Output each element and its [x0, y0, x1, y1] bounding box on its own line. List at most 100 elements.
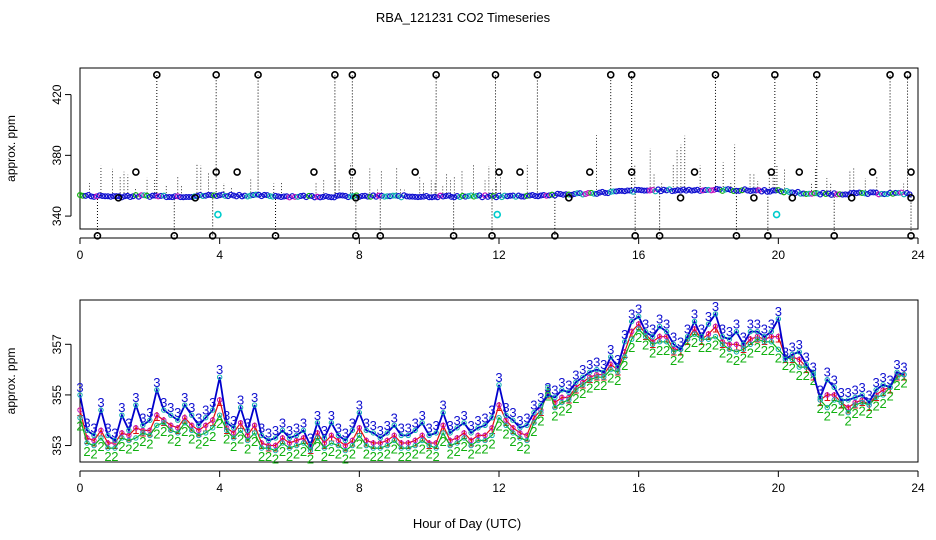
mid-outlier-point	[310, 168, 318, 176]
series-marker-3: 3	[76, 380, 83, 395]
baseline-point	[138, 192, 145, 199]
series-point-3	[133, 402, 139, 408]
series-marker-3: 3	[838, 385, 845, 400]
series-marker-2: 2	[384, 447, 391, 462]
baseline-point	[333, 192, 340, 199]
baseline-point	[638, 187, 645, 194]
mid-outlier-point	[495, 168, 503, 176]
series-marker-2: 2	[810, 373, 817, 388]
baseline-point	[490, 192, 497, 199]
series-marker-3: 3	[586, 357, 593, 372]
series-point-2	[168, 427, 174, 434]
series-point-2	[203, 430, 209, 436]
series-marker-1: 1	[803, 361, 810, 376]
series-point-3	[712, 311, 719, 317]
series-marker-1: 1	[76, 404, 83, 419]
baseline-point	[515, 192, 522, 199]
series-marker-1: 1	[398, 437, 405, 452]
baseline-point	[867, 189, 874, 196]
series-marker-2: 2	[495, 419, 502, 434]
baseline-point	[540, 192, 547, 199]
x-tick-label: 20	[772, 248, 786, 262]
series-point-3	[817, 394, 823, 401]
series-marker-2: 2	[125, 441, 132, 456]
series-marker-3: 3	[865, 388, 872, 403]
baseline-point	[512, 193, 519, 200]
series-point-2	[223, 427, 230, 434]
low-outlier-point	[655, 232, 664, 240]
high-outlier-point	[254, 71, 262, 79]
series-point-3	[873, 387, 879, 393]
series-marker-3: 3	[761, 322, 768, 337]
baseline-point	[442, 193, 449, 200]
series-marker-1: 1	[272, 440, 279, 455]
series-point-3	[698, 334, 705, 340]
series-marker-3: 3	[223, 408, 230, 423]
mid-outlier-point	[750, 194, 758, 202]
series-point-3	[126, 427, 132, 434]
baseline-point	[632, 186, 639, 193]
series-marker-2: 2	[216, 416, 223, 431]
series-marker-2: 2	[76, 419, 83, 434]
baseline-point	[93, 193, 100, 200]
series-marker-1: 1	[279, 432, 286, 447]
series-point-3	[580, 374, 586, 380]
series-point-3	[852, 394, 858, 401]
series-marker-3: 3	[384, 418, 391, 433]
baseline-point	[674, 187, 681, 194]
series-point-2	[293, 442, 300, 449]
series-marker-2: 2	[370, 449, 377, 464]
series-point-1	[251, 422, 258, 428]
y-tick-label: 353	[50, 435, 64, 455]
series-point-1	[154, 412, 160, 418]
baseline-point	[543, 192, 550, 199]
series-point-2	[105, 445, 111, 451]
series-marker-2: 2	[174, 434, 181, 449]
mid-outlier-point	[676, 194, 685, 202]
series-marker-2: 2	[740, 350, 747, 365]
series-point-2	[691, 331, 698, 337]
series-marker-1: 1	[824, 389, 831, 404]
series-point-3	[286, 435, 293, 441]
series-marker-3: 3	[90, 420, 97, 435]
series-marker-1: 1	[467, 434, 474, 449]
series-point-2	[342, 447, 349, 454]
series-point-3	[363, 427, 370, 434]
baseline-point	[311, 194, 318, 201]
series-point-3	[279, 427, 286, 434]
baseline-point	[431, 193, 438, 200]
series-point-2	[615, 369, 621, 375]
baseline-point	[317, 194, 324, 201]
series-point-1	[147, 427, 153, 434]
baseline-point	[456, 193, 463, 200]
series-point-3	[244, 427, 251, 434]
series-point-3	[230, 425, 237, 431]
series-marker-3: 3	[125, 415, 132, 430]
series-marker-1: 1	[558, 391, 565, 406]
series-point-3	[307, 442, 314, 449]
baseline-point	[90, 193, 97, 200]
series-point-2	[161, 420, 167, 426]
baseline-point	[88, 193, 95, 200]
series-marker-2: 2	[852, 406, 859, 421]
series-marker-2: 2	[831, 401, 838, 416]
series-marker-1: 1	[642, 328, 649, 343]
series-marker-2: 2	[258, 449, 265, 464]
series-point-1	[321, 440, 328, 446]
series-marker-2: 2	[551, 409, 558, 424]
series-marker-1: 1	[656, 331, 663, 346]
series-marker-1: 1	[705, 328, 712, 343]
baseline-point	[144, 192, 151, 199]
baseline-point	[440, 193, 447, 200]
figure-title: RBA_121231 CO2 Timeseries	[376, 10, 551, 25]
baseline-point	[412, 193, 419, 200]
series-point-1	[342, 442, 349, 449]
series-marker-1: 1	[167, 419, 174, 434]
baseline-point	[822, 190, 829, 197]
baseline-point	[389, 192, 396, 199]
series-marker-3: 3	[453, 413, 460, 428]
series-marker-1: 1	[412, 434, 419, 449]
series-point-3	[719, 334, 726, 340]
baseline-point	[518, 193, 525, 200]
series-point-3	[782, 356, 789, 363]
